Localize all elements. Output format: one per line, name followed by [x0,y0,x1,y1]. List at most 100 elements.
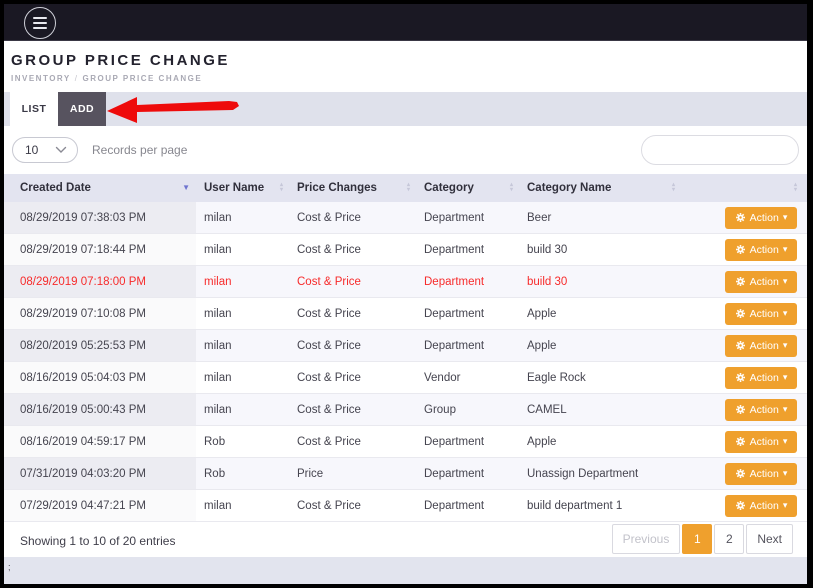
table-row[interactable]: 08/16/2019 04:59:17 PM Rob Cost & Price Dep… [4,426,807,458]
caret-down-icon: ▾ [782,340,788,350]
column-header-user-name[interactable]: User Name ▴ ▾ [196,174,289,202]
sort-both-icon: ▴ ▾ [509,182,513,193]
table-row[interactable]: 08/16/2019 05:04:03 PM milan Cost & Price V… [4,362,807,394]
search-input[interactable] [642,136,807,164]
chevron-down-icon [55,146,67,153]
cell-category: Group [424,403,456,416]
cell-category-name: build 30 [527,275,568,288]
breadcrumb-separator: / [74,74,79,83]
action-button-label: Action [749,243,779,256]
page-button-1[interactable]: 1 [682,524,713,554]
gear-icon [735,213,745,222]
column-header-created-date[interactable]: Created Date ▼ [4,174,196,202]
sort-desc-icon: ▼ [182,183,190,192]
hamburger-menu-icon[interactable] [24,7,56,39]
table-footer: Showing 1 to 10 of 20 entries Previous 1 2… [4,524,807,558]
cell-created-date: 07/29/2019 04:47:21 PM [4,490,196,521]
column-header-price-changes[interactable]: Price Changes ▴ ▾ [289,174,416,202]
table-row[interactable]: 07/29/2019 04:47:21 PM milan Cost & Price D… [4,490,807,522]
table-row[interactable]: 07/31/2019 04:03:20 PM Rob Price Department… [4,458,807,490]
column-header-actions[interactable]: ▴ ▾ [681,174,807,202]
cell-user-name: milan [204,403,232,416]
gear-icon [735,277,745,286]
cell-category: Department [424,435,485,448]
caret-down-icon: ▾ [782,372,788,382]
records-per-page-select[interactable]: 10 [12,137,78,163]
column-header-label: Category [424,182,474,194]
action-button[interactable]: Action ▾ [725,206,797,229]
cell-price-changes: Price [297,467,324,480]
cell-actions: Action ▾ [681,298,807,329]
cell-price-changes: Cost & Price [297,499,361,512]
gear-icon [735,341,745,350]
action-button-label: Action [749,499,779,512]
action-button[interactable]: Action ▾ [725,494,797,517]
cell-created-date: 07/31/2019 04:03:20 PM [4,458,196,489]
action-button-label: Action [749,371,779,384]
cell-price-changes: Cost & Price [297,371,361,384]
caret-down-icon: ▾ [782,500,788,510]
cell-category: Department [424,243,485,256]
cell-price-changes: Cost & Price [297,211,361,224]
breadcrumb-current: GROUP PRICE CHANGE [82,74,203,83]
page-button-2[interactable]: 2 [714,524,745,554]
tab-add[interactable]: ADD [58,92,106,126]
action-button[interactable]: Action ▾ [725,366,797,389]
cell-price-changes: Cost & Price [297,403,361,416]
cell-user-name: milan [204,211,232,224]
page-heading: GROUP PRICE CHANGE INVENTORY / GROUP PRICE… [4,41,807,83]
cell-price-changes: Cost & Price [297,275,361,288]
table-row[interactable]: 08/16/2019 05:00:43 PM milan Cost & Price G… [4,394,807,426]
cell-user-name: Rob [204,435,226,448]
tab-list[interactable]: LIST [10,92,58,126]
gear-icon [735,501,745,510]
page-title: GROUP PRICE CHANGE [11,52,230,69]
gear-icon [735,245,745,254]
cell-category: Department [424,211,485,224]
page-button-next[interactable]: Next [746,524,793,554]
page-button-previous: Previous [611,524,681,554]
cell-created-date: 08/20/2019 05:25:53 PM [4,330,196,361]
cell-user-name: milan [204,307,232,320]
cell-price-changes: Cost & Price [297,307,361,320]
table-row[interactable]: 08/29/2019 07:10:08 PM milan Cost & Price D… [4,298,807,330]
cell-created-date: 08/16/2019 04:59:17 PM [4,426,196,457]
top-navbar [4,4,807,41]
action-button-label: Action [749,435,779,448]
action-button[interactable]: Action ▾ [725,430,797,453]
cell-category-name: build department 1 [527,499,623,512]
tab-bar: LIST ADD [4,92,807,126]
breadcrumb: INVENTORY / GROUP PRICE CHANGE [11,74,807,83]
cell-category-name: CAMEL [527,403,567,416]
records-per-page-label: Records per page [92,143,188,157]
cell-created-date: 08/29/2019 07:18:44 PM [4,234,196,265]
cell-category: Vendor [424,371,461,384]
action-button-label: Action [749,403,779,416]
action-button[interactable]: Action ▾ [725,302,797,325]
table-row[interactable]: 08/29/2019 07:18:44 PM milan Cost & Price D… [4,234,807,266]
cell-category-name: Apple [527,435,557,448]
cell-actions: Action ▾ [681,490,807,521]
cell-category-name: Eagle Rock [527,371,586,384]
table-row[interactable]: 08/20/2019 05:25:53 PM milan Cost & Price D… [4,330,807,362]
breadcrumb-parent[interactable]: INVENTORY [11,74,71,83]
action-button[interactable]: Action ▾ [725,334,797,357]
table-row[interactable]: 08/29/2019 07:18:00 PM milan Cost & Price D… [4,266,807,298]
action-button[interactable]: Action ▾ [725,398,797,421]
column-header-category-name[interactable]: Category Name ▴ ▾ [519,174,681,202]
action-button[interactable]: Action ▾ [725,462,797,485]
cell-category-name: Apple [527,339,557,352]
column-header-label: Price Changes [297,182,377,194]
action-button[interactable]: Action ▾ [725,238,797,261]
table-row[interactable]: 08/29/2019 07:38:03 PM milan Cost & Price D… [4,202,807,234]
gear-icon [735,373,745,382]
sort-both-icon: ▴ ▾ [671,182,675,193]
gear-icon [735,309,745,318]
action-button[interactable]: Action ▾ [725,270,797,293]
column-header-category[interactable]: Category ▴ ▾ [416,174,519,202]
cell-user-name: milan [204,499,232,512]
column-header-label: User Name [204,182,265,194]
red-arrow-annotation [107,97,239,123]
app-window: GROUP PRICE CHANGE INVENTORY / GROUP PRICE… [4,4,807,584]
cell-actions: Action ▾ [681,426,807,457]
